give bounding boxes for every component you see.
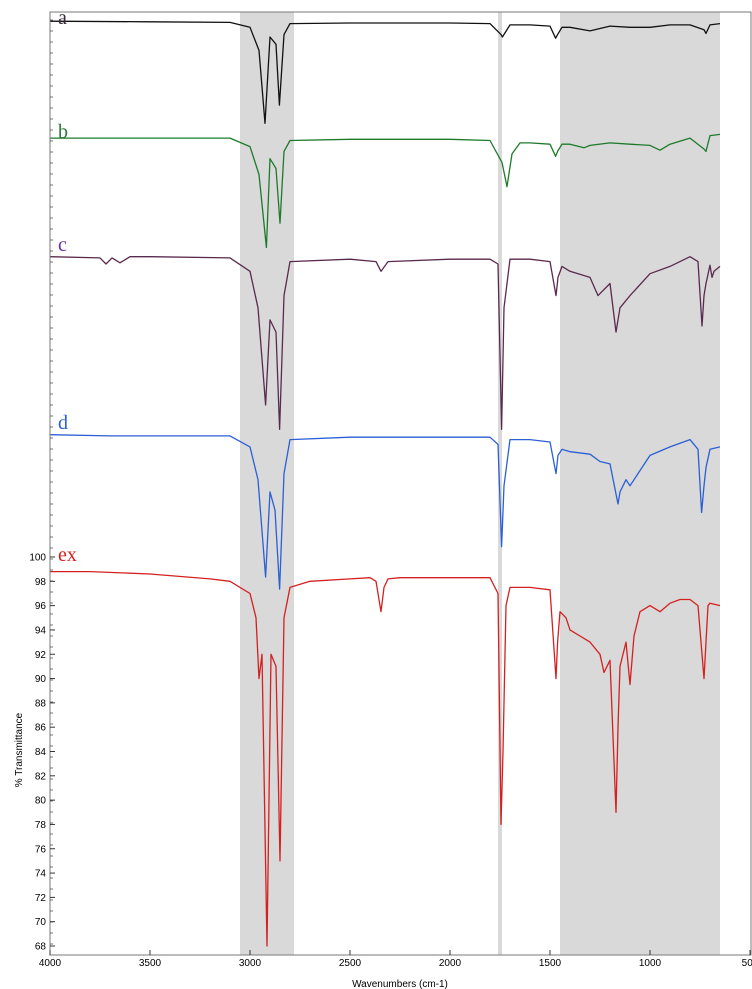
y-tick-label: 70 [35, 917, 47, 928]
x-tick-label: 3000 [239, 958, 262, 969]
y-tick-label: 98 [35, 577, 47, 588]
y-tick-label: 90 [35, 674, 47, 685]
y-tick-label: 80 [35, 796, 47, 807]
x-tick-label: 500 [742, 958, 752, 969]
shaded-region-1 [240, 12, 294, 955]
y-tick-label: 84 [35, 747, 47, 758]
trace-d [49, 434, 721, 590]
plot-frame [49, 11, 752, 956]
y-tick-label: 94 [35, 625, 47, 636]
trace-b [50, 133, 721, 249]
x-tick-label: 1000 [639, 958, 662, 969]
trace-label-d: d [58, 412, 68, 434]
x-tick-label: 1500 [539, 958, 562, 969]
y-tick-label: 78 [35, 820, 47, 831]
y-tick-label: 72 [35, 893, 47, 904]
axes: 4000 3500 3000 2500 2000 1500 1000 500 68 70 72 74 7… [29, 11, 752, 969]
trace-label-a: a [58, 7, 67, 29]
trace-label-b: b [58, 121, 68, 143]
x-tick-label: 2000 [439, 958, 462, 969]
shaded-regions [240, 12, 720, 955]
trace-label-c: c [58, 234, 67, 256]
trace-c [49, 256, 721, 430]
x-tick-label: 3500 [139, 958, 162, 969]
trace-ex [50, 570, 721, 947]
x-axis-title: Wavenumbers (cm-1) [352, 979, 448, 989]
y-tick-label: 76 [35, 844, 47, 855]
y-tick-label: 82 [35, 771, 47, 782]
y-tick-label: 68 [35, 942, 47, 953]
trace-a [49, 20, 721, 124]
trace-label-ex: ex [58, 544, 77, 566]
y-tick-label: 92 [35, 650, 47, 661]
trace-labels: a b c d ex [58, 7, 77, 566]
y-axis-title: % Transmittance [14, 712, 25, 787]
y-tick-label: 96 [35, 601, 47, 612]
x-tick-label: 4000 [39, 958, 62, 969]
y-tick-label: 74 [35, 869, 47, 880]
shaded-region-3 [560, 12, 720, 955]
spectrum-traces [49, 20, 721, 947]
y-tick-label: 88 [35, 698, 47, 709]
y-tick-label: 100 [29, 553, 46, 564]
y-tick-label: 86 [35, 723, 47, 734]
x-tick-label: 2500 [339, 958, 362, 969]
